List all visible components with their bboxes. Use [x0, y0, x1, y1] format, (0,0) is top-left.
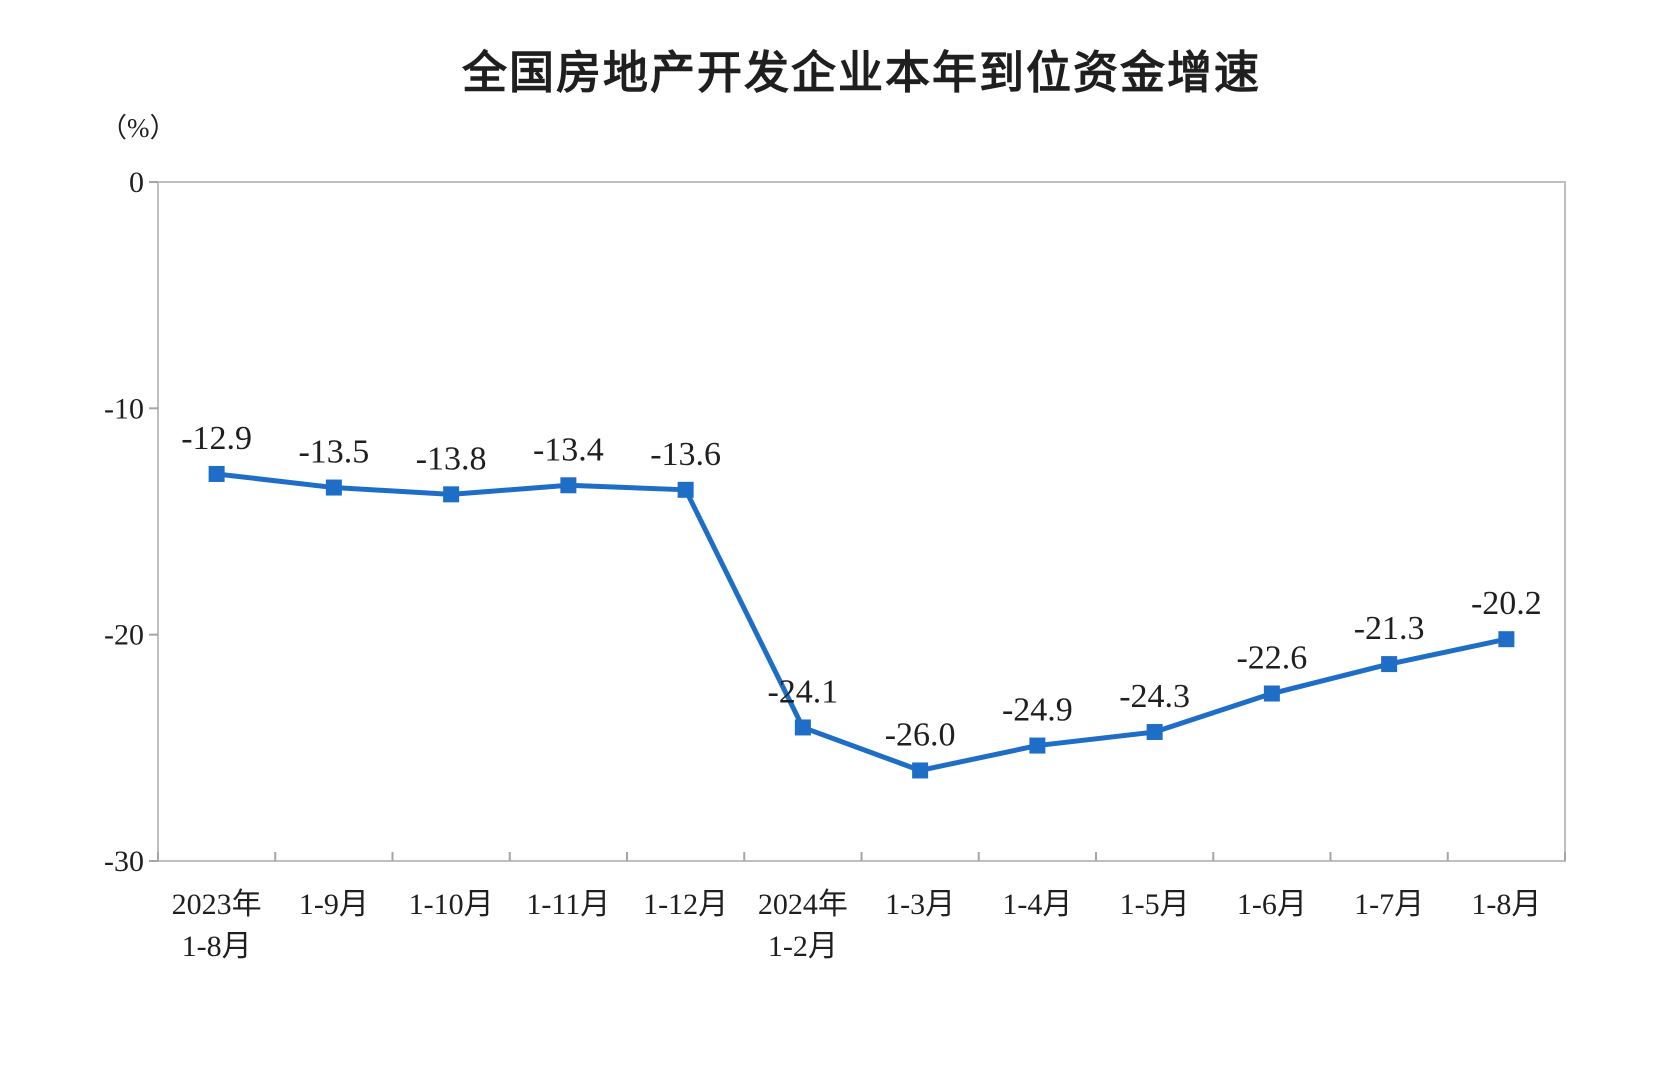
x-axis-category-label: 1-5月 — [1120, 888, 1190, 921]
x-axis-category-label: 1-2月 — [768, 930, 838, 963]
x-axis-category-label: 1-4月 — [1002, 888, 1072, 921]
x-axis-category-label: 2023年 — [172, 888, 262, 921]
data-point-marker — [208, 465, 225, 482]
data-label: -26.0 — [885, 716, 956, 753]
x-axis-category-label: 1-3月 — [885, 888, 955, 921]
x-axis-category-label: 1-10月 — [409, 888, 494, 921]
x-axis-category-label: 2024年 — [758, 888, 848, 921]
data-label: -22.6 — [1236, 640, 1307, 677]
data-label: -13.5 — [298, 434, 369, 471]
data-point-marker — [677, 481, 694, 498]
x-axis-category-label: 1-7月 — [1354, 888, 1424, 921]
data-label: -13.4 — [533, 431, 604, 468]
x-axis-category-label: 1-8月 — [182, 930, 252, 963]
y-axis-tick-label: 0 — [129, 166, 144, 199]
data-point-marker — [1263, 685, 1280, 702]
data-point-marker — [1029, 737, 1046, 754]
data-label: -24.9 — [1002, 692, 1073, 729]
data-point-marker — [912, 762, 929, 779]
data-label: -12.9 — [181, 420, 252, 457]
y-axis-unit-label: （%） — [100, 113, 177, 143]
x-axis-category-label: 1-12月 — [643, 888, 728, 921]
plot-area-border — [157, 181, 1566, 862]
data-label: -20.2 — [1471, 585, 1542, 622]
series-line — [214, 471, 1509, 773]
data-point-marker — [1498, 631, 1515, 648]
x-axis-category-label: 1-6月 — [1237, 888, 1307, 921]
data-point-marker — [1381, 656, 1398, 673]
data-label: -13.8 — [416, 440, 487, 477]
data-label: -21.3 — [1354, 610, 1425, 647]
x-axis-category-label: 1-9月 — [299, 888, 369, 921]
data-label: -24.1 — [767, 673, 838, 710]
data-point-marker — [560, 477, 577, 494]
data-point-marker — [325, 479, 342, 496]
x-axis-category-label: 1-11月 — [526, 888, 610, 921]
data-label: -24.3 — [1119, 678, 1190, 715]
data-point-marker — [794, 719, 811, 736]
chart-title: 全国房地产开发企业本年到位资金增速 — [461, 47, 1261, 98]
data-point-marker — [443, 486, 460, 503]
data-label: -13.6 — [650, 436, 721, 473]
x-axis-category-label: 1-8月 — [1471, 888, 1541, 921]
y-axis-tick-label: -20 — [104, 619, 144, 652]
y-axis-tick-label: -10 — [104, 392, 144, 425]
data-point-marker — [1146, 723, 1163, 740]
y-axis-tick-label: -30 — [104, 845, 144, 878]
